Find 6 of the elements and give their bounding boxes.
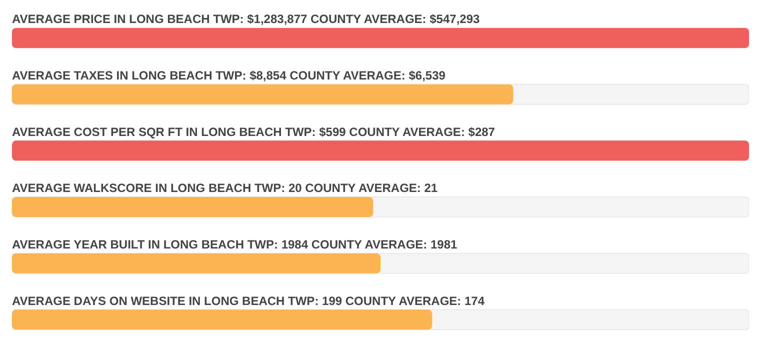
y-tick-label: AVERAGE COST PER SQR FT IN LONG BEACH TWP: $599 COUNTY AVERAGE: $287 xyxy=(12,124,496,139)
y-tick-label: AVERAGE YEAR BUILT IN LONG BEACH TWP: 1984 COUNTY AVERAGE: 1981 xyxy=(12,238,458,252)
y-tick-label: AVERAGE DAYS ON WEBSITE IN LONG BEACH TWP: 199 COUNTY AVERAGE: 174 xyxy=(12,294,485,308)
y-tick-label: AVERAGE PRICE IN LONG BEACH TWP: $1,283,877 COUNTY AVERAGE: $547,293 xyxy=(12,12,480,26)
y-tick-label: AVERAGE WALKSCORE IN LONG BEACH TWP: 20 COUNTY AVERAGE: 21 xyxy=(12,181,438,196)
y-tick-label: AVERAGE TAXES IN LONG BEACH TWP: $8,854 COUNTY AVERAGE: $6,539 xyxy=(12,68,446,82)
